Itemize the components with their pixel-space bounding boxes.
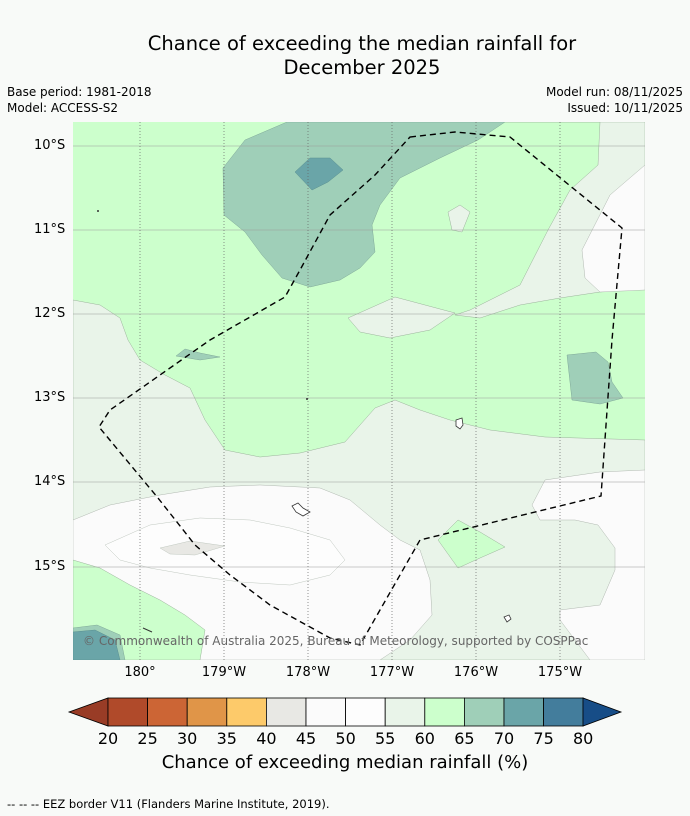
copyright-notice: © Commonwealth of Australia 2025, Bureau… xyxy=(83,634,589,648)
colorbar-over-arrow xyxy=(582,697,623,727)
colorbar-segment xyxy=(186,697,228,727)
lat-label: 11°S xyxy=(34,222,66,237)
colorbar-segment xyxy=(305,697,346,727)
colorbar-tick-label: 45 xyxy=(295,729,317,748)
colorbar-tick-label: 30 xyxy=(177,729,198,748)
latitude-gridlines xyxy=(73,145,645,568)
colorbar-segment xyxy=(265,697,307,727)
contour-band-65-70-east xyxy=(566,351,624,405)
colorbar-tick-label: 55 xyxy=(375,729,396,748)
contour-band-70-75-north xyxy=(294,157,344,191)
lon-label: 175°W xyxy=(537,665,583,680)
lat-label: 12°S xyxy=(34,306,66,321)
colorbar-segment xyxy=(463,697,505,727)
contour-band-55-60-central xyxy=(347,296,456,339)
colorbar-segment xyxy=(384,697,426,727)
eez-border xyxy=(98,131,623,646)
lon-label: 180° xyxy=(124,665,156,680)
map-plot-area xyxy=(73,122,645,660)
colorbar-tick-label: 35 xyxy=(216,729,237,748)
base-period-label: Base period: 1981-2018 xyxy=(7,85,152,99)
colorbar-segment xyxy=(543,697,584,727)
colorbar-tick-label: 50 xyxy=(335,729,356,748)
model-label: Model: ACCESS-S2 xyxy=(7,101,119,115)
lon-label: 177°W xyxy=(369,665,415,680)
island-dot xyxy=(306,398,308,400)
colorbar-under-arrow xyxy=(67,697,109,727)
island-outline xyxy=(503,614,512,623)
contour-band-65-70-west xyxy=(175,348,221,361)
contour-band-40-45 xyxy=(159,540,226,556)
colorbar-tick-label: 25 xyxy=(137,729,158,748)
colorbar-tick-label: 40 xyxy=(256,729,277,748)
colorbar-segment xyxy=(424,697,465,727)
island-outline xyxy=(291,502,311,517)
colorbar-segment xyxy=(107,697,148,727)
colorbar-tick-label: 70 xyxy=(493,729,515,748)
island-outline xyxy=(142,627,153,633)
lat-label: 14°S xyxy=(34,474,66,489)
colorbar-segment xyxy=(503,697,544,727)
colorbar-segment xyxy=(226,697,267,727)
island-dot xyxy=(97,210,99,212)
lat-label: 10°S xyxy=(34,138,66,153)
contour-band-50-55-east xyxy=(581,164,645,293)
colorbar-segment xyxy=(345,697,386,727)
contour-band-50-55-southeast xyxy=(531,469,645,660)
lon-label: 179°W xyxy=(201,665,247,680)
chart-title-line-2: December 2025 xyxy=(283,56,441,79)
contour-band-55-60-small xyxy=(447,204,471,233)
colorbar-tick-label: 20 xyxy=(97,729,119,748)
contour-band-70-75-southwest xyxy=(73,629,121,660)
lon-label: 178°W xyxy=(285,665,331,680)
colorbar-title: Chance of exceeding median rainfall (%) xyxy=(161,752,529,773)
chart-title-line-1: Chance of exceeding the median rainfall … xyxy=(147,32,577,55)
colorbar-tick-label: 75 xyxy=(533,729,554,748)
eez-footnote: -- -- -- EEZ border V11 (Flanders Marine… xyxy=(7,797,330,811)
lon-label: 176°W xyxy=(453,665,499,680)
colorbar-segment xyxy=(147,697,188,727)
contour-band-65-70-north xyxy=(222,122,506,288)
island-outline xyxy=(455,417,464,430)
lat-label: 13°S xyxy=(34,390,66,405)
colorbar-tick-label: 65 xyxy=(454,729,475,748)
colorbar xyxy=(67,697,623,727)
lat-label: 15°S xyxy=(34,559,66,574)
colorbar-tick-label: 80 xyxy=(573,729,594,748)
issued-label: Issued: 10/11/2025 xyxy=(567,101,683,115)
contour-band-50-inner xyxy=(104,517,346,586)
colorbar-tick-label: 60 xyxy=(414,729,435,748)
model-run-label: Model run: 08/11/2025 xyxy=(545,85,683,99)
